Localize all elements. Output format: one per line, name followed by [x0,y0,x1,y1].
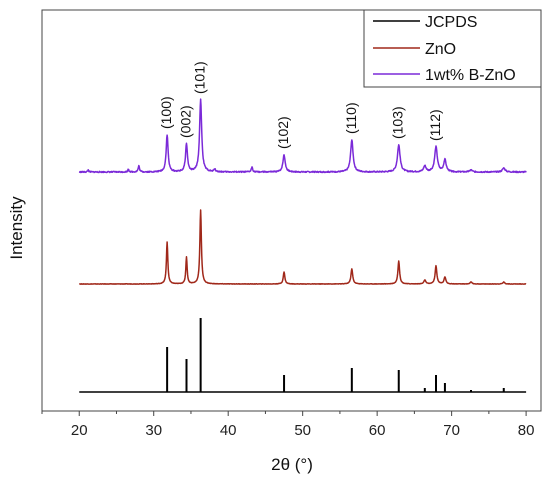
series-layer [78,98,527,393]
legend-label-b-zno: 1wt% B-ZnO [425,67,516,84]
peak-label-100: (100) [158,96,174,129]
peak-label-103: (103) [390,106,406,139]
peak-label-002: (002) [177,105,193,138]
peak-label-112: (112) [427,109,443,141]
x-axis-ticks: 20 30 40 50 60 70 80 [41,411,535,439]
x-tick-label-30: 30 [145,422,162,439]
x-tick-label-60: 60 [369,422,386,439]
peak-label-110: (110) [343,102,359,134]
peak-label-101: (101) [192,61,208,94]
peak-labels: (100) (002) (101) (102) (110) (103) (112) [158,61,443,149]
x-tick-label-70: 70 [443,422,460,439]
x-tick-label-40: 40 [220,422,237,439]
legend-label-jcpds: JCPDS [425,14,477,31]
x-axis-title: 2θ (°) [271,455,313,474]
legend: JCPDS ZnO 1wt% B-ZnO [363,9,542,88]
x-tick-label-80: 80 [518,422,535,439]
peak-label-102: (102) [275,116,291,149]
x-tick-label-20: 20 [71,422,88,439]
plot-frame [41,9,542,412]
y-axis-title: Intensity [7,196,26,260]
series-line-1wt-b-zno [78,98,527,174]
legend-label-zno: ZnO [425,41,456,58]
series-line-zno [78,209,527,285]
x-tick-label-50: 50 [294,422,311,439]
